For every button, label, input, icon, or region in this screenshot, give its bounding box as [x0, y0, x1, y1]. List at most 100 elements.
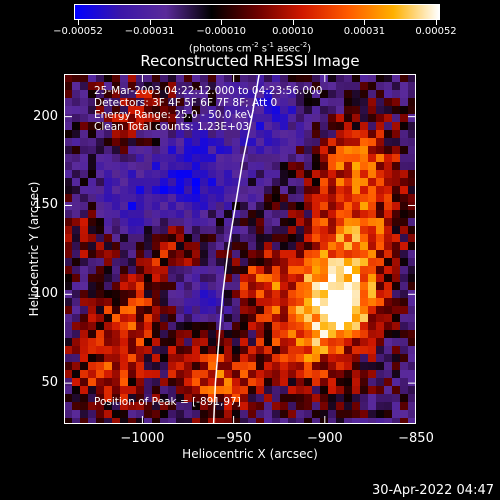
- x-tick-label: −850: [398, 431, 434, 446]
- heatmap-cell: [128, 186, 137, 195]
- heatmap-cell: [184, 274, 193, 283]
- heatmap-cell: [216, 418, 225, 424]
- heatmap-cell: [360, 90, 369, 99]
- heatmap-cell: [224, 266, 233, 275]
- heatmap-cell: [248, 274, 257, 283]
- heatmap-cell: [232, 226, 241, 235]
- heatmap-cell: [136, 282, 145, 291]
- heatmap-cell: [312, 130, 321, 139]
- heatmap-cell: [216, 234, 225, 243]
- heatmap-cell: [216, 98, 225, 107]
- heatmap-cell: [392, 266, 401, 275]
- heatmap-cell: [184, 170, 193, 179]
- heatmap-cell: [328, 362, 337, 371]
- heatmap-cell: [248, 290, 257, 299]
- heatmap-cell: [168, 298, 177, 307]
- heatmap-cell: [112, 194, 121, 203]
- heatmap-cell: [216, 338, 225, 347]
- heatmap-cell: [368, 338, 377, 347]
- heatmap-cell: [352, 202, 361, 211]
- heatmap-cell: [304, 370, 313, 379]
- heatmap-cell: [288, 194, 297, 203]
- heatmap-cell: [368, 170, 377, 179]
- heatmap-cell: [104, 362, 113, 371]
- heatmap-cell: [80, 242, 89, 251]
- heatmap-cell: [168, 274, 177, 283]
- heatmap-cell: [200, 330, 209, 339]
- heatmap-cell: [200, 218, 209, 227]
- heatmap-cell: [392, 202, 401, 211]
- heatmap-cell: [368, 258, 377, 267]
- heatmap-cell: [136, 258, 145, 267]
- heatmap-cell: [104, 114, 113, 123]
- heatmap-cell: [80, 146, 89, 155]
- heatmap-cell: [304, 106, 313, 115]
- colorbar-tick-label: 0.00010: [272, 26, 314, 37]
- heatmap-cell: [384, 338, 393, 347]
- heatmap-cell: [200, 154, 209, 163]
- heatmap-cell: [160, 186, 169, 195]
- heatmap-cell: [368, 82, 377, 91]
- heatmap-cell: [152, 234, 161, 243]
- heatmap-cell: [376, 410, 385, 419]
- heatmap-cell: [208, 234, 217, 243]
- heatmap-cell: [216, 146, 225, 155]
- heatmap-cell: [344, 106, 353, 115]
- heatmap-cell: [328, 378, 337, 387]
- heatmap-cell: [400, 378, 409, 387]
- heatmap-cell: [168, 282, 177, 291]
- heatmap-cell: [200, 386, 209, 395]
- heatmap-cell: [168, 170, 177, 179]
- heatmap-cell: [192, 282, 201, 291]
- heatmap-cell: [232, 322, 241, 331]
- heatmap-cell: [288, 314, 297, 323]
- heatmap-cell: [296, 90, 305, 99]
- heatmap-cell: [352, 218, 361, 227]
- heatmap-cell: [120, 114, 129, 123]
- heatmap-cell: [80, 98, 89, 107]
- heatmap-cell: [400, 154, 409, 163]
- heatmap-cell: [64, 362, 73, 371]
- heatmap-cell: [288, 362, 297, 371]
- heatmap-cell: [256, 290, 265, 299]
- heatmap-cell: [360, 202, 369, 211]
- heatmap-cell: [400, 82, 409, 91]
- heatmap-cell: [224, 82, 233, 91]
- heatmap-cell: [328, 242, 337, 251]
- heatmap-cell: [248, 242, 257, 251]
- heatmap-cell: [184, 338, 193, 347]
- heatmap-cell: [120, 394, 129, 403]
- heatmap-cell: [312, 122, 321, 131]
- heatmap-cell: [168, 266, 177, 275]
- heatmap-cell: [360, 82, 369, 91]
- heatmap-cell: [408, 210, 416, 219]
- heatmap-cell: [272, 186, 281, 195]
- heatmap-cell: [128, 130, 137, 139]
- heatmap-cell: [128, 274, 137, 283]
- heatmap-cell: [248, 202, 257, 211]
- heatmap-cell: [128, 410, 137, 419]
- heatmap-cell: [160, 258, 169, 267]
- heatmap-cell: [152, 282, 161, 291]
- heatmap-cell: [128, 298, 137, 307]
- heatmap-cell: [264, 106, 273, 115]
- heatmap-cell: [72, 258, 81, 267]
- heatmap-cell: [184, 74, 193, 83]
- heatmap-cell: [72, 266, 81, 275]
- heatmap-cell: [96, 74, 105, 83]
- heatmap-cell: [72, 138, 81, 147]
- heatmap-cell: [184, 82, 193, 91]
- heatmap-cell: [352, 298, 361, 307]
- heatmap-cell: [280, 138, 289, 147]
- heatmap-cell: [352, 330, 361, 339]
- heatmap-cell: [264, 138, 273, 147]
- heatmap-cell: [336, 90, 345, 99]
- heatmap-cell: [256, 138, 265, 147]
- y-tick-label: 50: [41, 375, 58, 391]
- heatmap-cell: [384, 154, 393, 163]
- heatmap-cell: [88, 130, 97, 139]
- heatmap-cell: [312, 394, 321, 403]
- heatmap-cell: [344, 298, 353, 307]
- y-tick-label: 100: [33, 286, 58, 302]
- heatmap-cell: [120, 258, 129, 267]
